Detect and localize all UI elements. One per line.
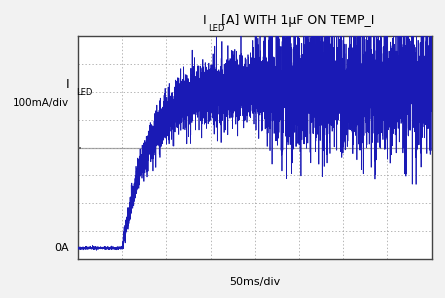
Text: 50ms/div: 50ms/div xyxy=(229,277,280,287)
Text: LED: LED xyxy=(76,88,92,97)
Text: 100mA/div: 100mA/div xyxy=(13,98,69,108)
Text: LED: LED xyxy=(208,24,224,33)
Text: I: I xyxy=(65,78,69,91)
Text: I: I xyxy=(202,14,206,27)
Text: 0A: 0A xyxy=(54,243,69,253)
Text: [A] WITH 1μF ON TEMP_I: [A] WITH 1μF ON TEMP_I xyxy=(217,14,374,27)
